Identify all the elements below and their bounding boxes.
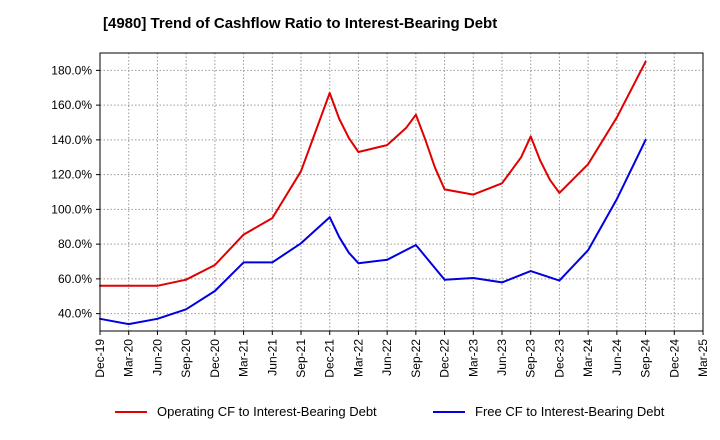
- y-tick-label: 60.0%: [58, 272, 92, 286]
- x-tick-label: Mar-22: [351, 339, 365, 377]
- x-tick-label: Dec-21: [323, 339, 337, 378]
- y-tick-label: 140.0%: [51, 133, 92, 147]
- y-tick-label: 180.0%: [51, 63, 92, 77]
- x-tick-label: Sep-21: [294, 339, 308, 378]
- x-tick-label: Dec-24: [667, 339, 681, 378]
- legend-label-free-cf: Free CF to Interest-Bearing Debt: [475, 404, 665, 419]
- y-tick-label: 160.0%: [51, 98, 92, 112]
- x-tick-label: Mar-23: [466, 339, 480, 377]
- x-tick-label: Dec-23: [552, 339, 566, 378]
- legend-swatch-free-cf: [433, 410, 465, 413]
- y-tick-label: 100.0%: [51, 202, 92, 216]
- x-tick-label: Jun-24: [610, 339, 624, 376]
- x-tick-label: Dec-22: [438, 339, 452, 378]
- x-tick-label: Mar-25: [696, 339, 710, 377]
- legend-label-operating-cf: Operating CF to Interest-Bearing Debt: [157, 404, 377, 419]
- y-tick-label: 120.0%: [51, 168, 92, 182]
- legend-item-operating-cf: Operating CF to Interest-Bearing Debt: [115, 404, 377, 419]
- legend-swatch-operating-cf: [115, 410, 147, 413]
- series-layer: [99, 60, 647, 326]
- x-tick-label: Sep-20: [179, 339, 193, 378]
- chart-title: [4980] Trend of Cashflow Ratio to Intere…: [103, 15, 498, 32]
- series-line-free-cf: [99, 138, 647, 326]
- x-tick-label: Jun-22: [380, 339, 394, 376]
- x-tick-label: Mar-20: [122, 339, 136, 377]
- x-tick-label: Dec-19: [93, 339, 107, 378]
- x-tick-label: Sep-23: [524, 339, 538, 378]
- x-tick-label: Jun-21: [265, 339, 279, 376]
- x-tick-label: Dec-20: [208, 339, 222, 378]
- legend: Operating CF to Interest-Bearing Debt Fr…: [0, 404, 720, 426]
- x-tick-label: Jun-23: [495, 339, 509, 376]
- y-axis-ticks: 40.0% 60.0% 80.0% 100.0% 120.0% 140.0% 160.0% 1…: [51, 63, 100, 321]
- x-tick-label: Jun-20: [150, 339, 164, 376]
- x-tick-label: Mar-21: [237, 339, 251, 377]
- y-tick-label: 80.0%: [58, 237, 92, 251]
- x-tick-label: Sep-24: [639, 339, 653, 378]
- y-tick-label: 40.0%: [58, 307, 92, 321]
- legend-item-free-cf: Free CF to Interest-Bearing Debt: [433, 404, 664, 419]
- series-line-operating-cf: [99, 60, 647, 287]
- x-tick-label: Mar-24: [581, 339, 595, 377]
- x-axis-ticks: Dec-19 Mar-20 Jun-20 Sep-20 Dec-20 Mar-21 Jun-…: [93, 331, 710, 378]
- x-tick-label: Sep-22: [409, 339, 423, 378]
- grid-layer: [99, 53, 704, 331]
- plot-frame: [99, 52, 704, 332]
